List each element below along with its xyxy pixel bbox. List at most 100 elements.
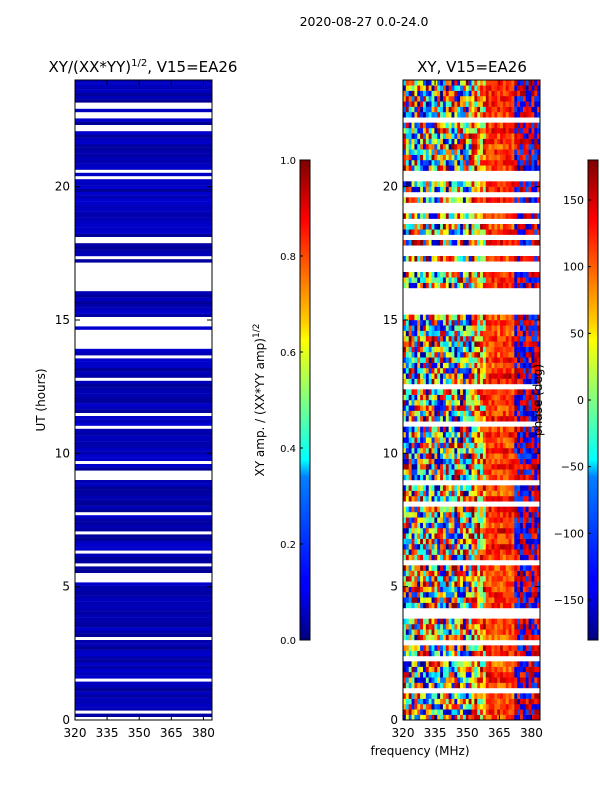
phase-heatmap-cell [517,165,521,171]
phase-heatmap-cell [417,224,421,230]
phase-heatmap-cell [457,85,461,91]
phase-heatmap-cell [497,448,501,454]
phase-heatmap-cell [525,106,529,113]
phase-heatmap-cell [485,112,489,118]
phase-heatmap-cell [502,325,507,331]
phase-heatmap-cell [448,229,452,235]
phase-heatmap-cell [502,512,507,518]
phase-heatmap-cell [465,634,469,641]
amp-heatmap-row [75,553,212,557]
phase-heatmap-cell [437,394,441,401]
phase-heatmap-cell [428,704,432,710]
phase-heatmap-cell [477,437,481,443]
phase-heatmap-cell [425,453,429,459]
phase-heatmap-cell [502,485,507,491]
phase-heatmap-cell [411,581,415,587]
phase-heatmap-cell [517,474,521,481]
amp-heatmap-row [75,713,212,717]
phase-heatmap-cell [505,128,509,134]
phase-heatmap-cell [414,346,418,353]
phase-heatmap-cell [485,576,489,582]
phase-heatmap-cell [531,693,535,699]
phase-heatmap-cell [431,416,435,422]
phase-heatmap-cell [451,128,455,134]
phase-heatmap-cell [497,80,501,86]
phase-heatmap-cell [462,272,467,278]
phase-heatmap-cell [442,256,447,262]
phase-heatmap-cell [414,458,418,465]
phase-heatmap-cell [465,330,469,337]
phase-heatmap-cell [474,512,478,518]
phase-heatmap-cell [480,517,484,523]
phase-heatmap-cell [531,149,535,155]
phase-heatmap-cell [477,453,481,459]
phase-heatmap-cell [454,352,458,358]
phase-heatmap-cell [442,416,447,422]
phase-heatmap-cell [417,352,421,358]
phase-heatmap-cell [494,320,498,326]
phase-heatmap-cell [485,432,489,438]
phase-heatmap-cell [531,597,535,603]
phase-heatmap-cell [420,464,424,470]
phase-heatmap-cell [448,437,452,443]
phase-heatmap-cell [485,106,489,113]
phase-heatmap-cell [448,485,452,491]
phase-heatmap-cell [534,213,538,219]
phase-heatmap-cell [451,565,455,571]
phase-heatmap-cell [454,570,458,577]
phase-heatmap-cell [425,698,429,705]
phase-heatmap-cell [420,666,424,673]
phase-heatmap-cell [437,96,441,102]
phase-heatmap-cell [440,698,444,705]
phase-heatmap-cell [477,634,481,641]
phase-heatmap-cell [471,272,475,278]
phase-heatmap-cell [408,368,412,374]
phase-heatmap-cell [531,325,535,331]
phase-heatmap-cell [445,576,449,582]
phase-heatmap-cell [451,528,455,534]
phase-heatmap-cell [440,464,444,470]
phase-heatmap-cell [445,592,449,598]
phase-heatmap-cell [505,336,509,342]
phase-heatmap-cell [437,160,441,166]
phase-heatmap-cell [522,698,527,705]
phase-heatmap-cell [525,400,529,406]
phase-heatmap-cell [417,336,421,342]
phase-heatmap-cell [537,389,541,395]
phase-heatmap-cell [425,533,429,539]
phase-heatmap-cell [422,90,427,97]
phase-heatmap-cell [437,373,441,379]
phase-heatmap-cell [422,394,427,401]
phase-heatmap-cell [465,432,469,438]
phase-heatmap-cell [491,698,495,705]
phase-heatmap-cell [477,576,481,582]
phase-heatmap-cell [534,416,538,422]
phase-heatmap-cell [511,160,515,166]
amp-heatmap-row [75,160,212,164]
phase-heatmap-cell [477,133,481,139]
phase-heatmap-cell [508,213,512,219]
phase-heatmap-cell [482,213,487,219]
phase-heatmap-cell [531,586,535,593]
phase-heatmap-cell [477,282,481,289]
phase-heatmap-cell [454,506,458,513]
phase-heatmap-cell [440,528,444,534]
phase-heatmap-cell [408,592,412,598]
phase-heatmap-cell [428,106,432,113]
phase-heatmap-cell [403,229,407,235]
phase-heatmap-cell [454,282,458,289]
phase-heatmap-cell [465,389,469,395]
phase-heatmap-cell [480,709,484,715]
phase-heatmap-cell [454,96,458,102]
phase-heatmap-cell [403,634,407,641]
phase-heatmap-cell [534,693,538,699]
phase-heatmap-cell [437,224,441,230]
phase-heatmap-cell [425,474,429,481]
phase-heatmap-cell [425,357,429,363]
phase-heatmap-cell [508,677,512,683]
phase-heatmap-cell [431,533,435,539]
phase-heatmap-cell [434,666,438,673]
phase-heatmap-cell [491,437,495,443]
phase-heatmap-cell [517,714,521,721]
phase-heatmap-cell [494,453,498,459]
